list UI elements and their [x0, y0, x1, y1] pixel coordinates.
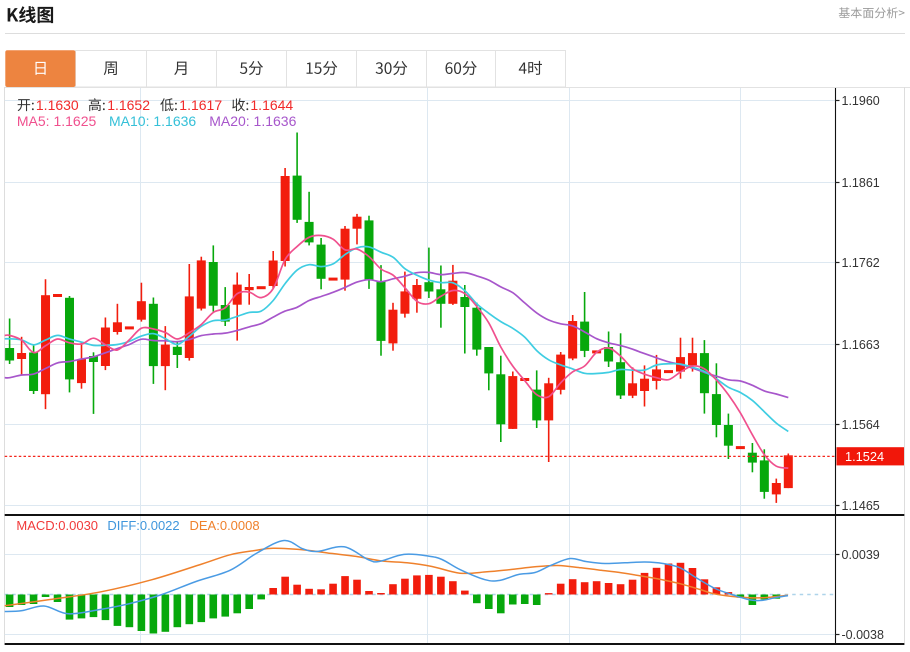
- svg-text:1.1630: 1.1630: [36, 97, 79, 113]
- svg-text:MA10: 1.1636: MA10: 1.1636: [109, 113, 196, 129]
- svg-text:1.1617: 1.1617: [179, 97, 222, 113]
- svg-text:1.1524: 1.1524: [845, 449, 884, 464]
- svg-text:0.0039: 0.0039: [842, 548, 880, 562]
- svg-text:1.1652: 1.1652: [107, 97, 150, 113]
- svg-text:1.1663: 1.1663: [842, 338, 880, 352]
- svg-text:MA20: 1.1636: MA20: 1.1636: [209, 113, 296, 129]
- svg-text:1.1465: 1.1465: [842, 499, 880, 513]
- svg-text:DEA:0.0008: DEA:0.0008: [190, 518, 260, 533]
- svg-text:MACD:0.0030: MACD:0.0030: [16, 518, 98, 533]
- svg-text:DIFF:0.0022: DIFF:0.0022: [107, 518, 179, 533]
- svg-text:1.1644: 1.1644: [250, 97, 293, 113]
- svg-text:1.1762: 1.1762: [842, 256, 880, 270]
- svg-text:-0.0038: -0.0038: [842, 628, 884, 642]
- svg-text:1.1861: 1.1861: [842, 176, 880, 190]
- svg-text:1.1960: 1.1960: [842, 94, 880, 108]
- svg-text:1.1564: 1.1564: [842, 418, 880, 432]
- svg-text:MA5: 1.1625: MA5: 1.1625: [17, 113, 97, 129]
